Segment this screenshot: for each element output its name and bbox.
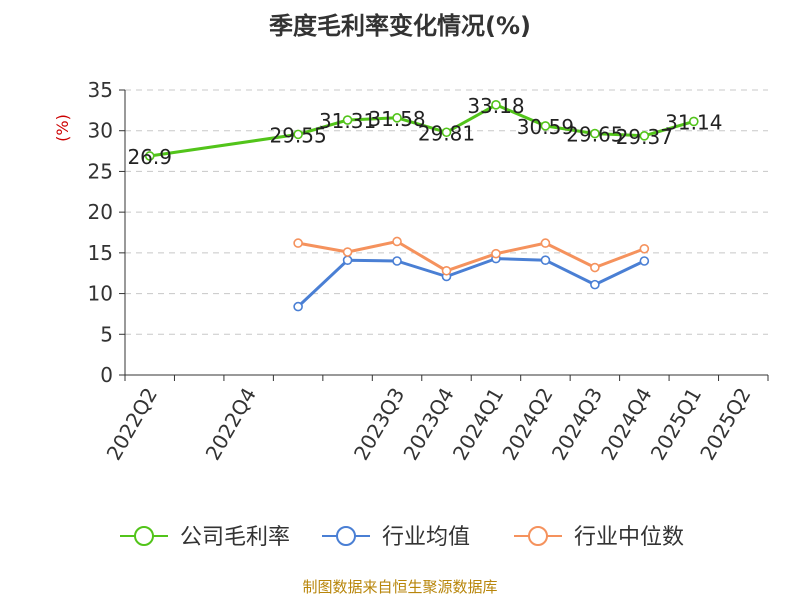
y-tick-label: 15 bbox=[88, 241, 113, 265]
source-note: 制图数据来自恒生聚源数据库 bbox=[302, 578, 497, 596]
data-point bbox=[639, 131, 650, 141]
data-label: 30.59 bbox=[517, 115, 574, 139]
data-point bbox=[491, 248, 501, 259]
data-point bbox=[639, 243, 650, 254]
data-point bbox=[392, 256, 402, 266]
series-line-0 bbox=[149, 103, 695, 158]
data-point bbox=[590, 279, 600, 290]
data-label: 31.58 bbox=[368, 107, 425, 131]
legend-label: 公司毛利率 bbox=[180, 525, 290, 550]
data-point bbox=[293, 301, 303, 312]
y-tick-label: 20 bbox=[88, 200, 113, 224]
series-line-2 bbox=[297, 240, 645, 273]
data-label: 29.65 bbox=[566, 123, 623, 147]
data-point bbox=[441, 127, 452, 138]
x-tick-label: 2022Q2 bbox=[102, 384, 162, 465]
series-layer bbox=[144, 100, 699, 312]
chart-title: 季度毛利率变化情况(%) bbox=[269, 12, 531, 40]
data-point bbox=[540, 238, 551, 248]
y-tick-label: 0 bbox=[100, 363, 113, 387]
data-point bbox=[689, 116, 699, 127]
data-point bbox=[590, 128, 600, 139]
x-tick-label: 2022Q4 bbox=[201, 384, 261, 465]
data-point bbox=[293, 238, 303, 248]
data-point bbox=[441, 265, 452, 276]
legend-label: 行业中位数 bbox=[574, 525, 684, 550]
data-point bbox=[342, 255, 353, 265]
data-label: 26.9 bbox=[127, 145, 172, 169]
data-point bbox=[639, 256, 650, 266]
data-point bbox=[293, 129, 303, 140]
data-point bbox=[540, 255, 551, 265]
data-point bbox=[144, 151, 155, 161]
y-tick-label: 25 bbox=[88, 159, 113, 183]
y-tick-label: 35 bbox=[88, 78, 113, 102]
data-label: 31.14 bbox=[665, 110, 722, 134]
data-point bbox=[392, 113, 402, 123]
data-label: 31.31 bbox=[319, 109, 376, 133]
legend-marker bbox=[336, 526, 356, 546]
legend-marker bbox=[134, 526, 154, 546]
legend-marker bbox=[528, 526, 548, 546]
data-label: 29.37 bbox=[616, 125, 673, 149]
data-label: 33.18 bbox=[467, 94, 524, 118]
data-point bbox=[392, 236, 402, 247]
data-label: 29.81 bbox=[418, 121, 475, 145]
data-point bbox=[540, 121, 551, 131]
data-point bbox=[491, 100, 501, 110]
y-axis-unit-label: (%) bbox=[53, 114, 72, 142]
series-line-1 bbox=[297, 257, 645, 308]
legend-label: 行业均值 bbox=[382, 525, 470, 550]
y-tick-label: 5 bbox=[100, 322, 113, 346]
y-tick-label: 10 bbox=[88, 282, 113, 306]
data-point bbox=[342, 247, 353, 257]
data-point bbox=[590, 262, 600, 273]
y-tick-label: 30 bbox=[88, 119, 113, 143]
legend: 公司毛利率 行业均值 行业中位数 bbox=[120, 525, 684, 550]
data-label: 29.55 bbox=[269, 123, 326, 147]
data-point bbox=[342, 115, 353, 125]
